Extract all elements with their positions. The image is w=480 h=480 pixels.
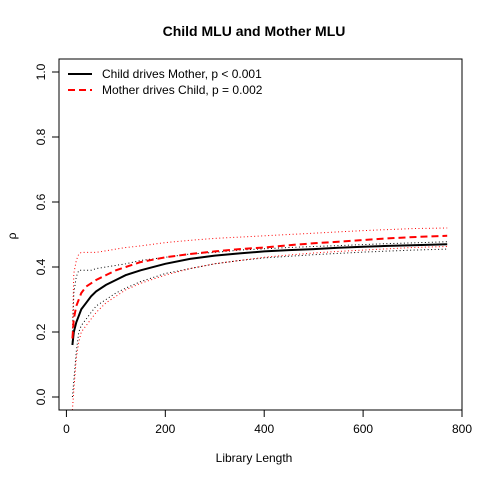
y-tick-label: 0.4: [34, 258, 48, 275]
y-tick-label: 0.0: [34, 388, 48, 405]
y-tick-label: 0.8: [34, 128, 48, 145]
y-tick-label: 0.6: [34, 193, 48, 210]
x-tick-label: 400: [254, 422, 274, 436]
chart-title: Child MLU and Mother MLU: [163, 23, 346, 39]
y-axis-label: ρ: [5, 232, 19, 239]
plot-frame: [58, 58, 463, 411]
confidence-band-3: [71, 227, 448, 333]
y-tick-label: 0.2: [34, 323, 48, 340]
legend-label-2: Mother drives Child, p = 0.002: [102, 83, 263, 97]
confidence-band-2: [71, 248, 448, 398]
confidence-band-1: [71, 241, 448, 342]
x-tick-label: 800: [452, 422, 472, 436]
x-axis: 0 200 400 600 800: [63, 409, 472, 436]
x-tick-label: 0: [63, 422, 70, 436]
confidence-band-4: [71, 246, 448, 411]
x-tick-label: 200: [155, 422, 175, 436]
legend: Child drives Mother, p < 0.001 Mother dri…: [68, 67, 263, 97]
series-line-2: [71, 234, 448, 339]
x-axis-label: Library Length: [216, 451, 293, 465]
legend-label-1: Child drives Mother, p < 0.001: [102, 67, 262, 81]
series-line-1: [71, 243, 448, 346]
y-axis: 0.0 0.2 0.4 0.6 0.8 1.0: [34, 63, 60, 405]
series-layer: [71, 227, 448, 411]
y-tick-label: 1.0: [34, 63, 48, 80]
x-tick-label: 600: [353, 422, 373, 436]
